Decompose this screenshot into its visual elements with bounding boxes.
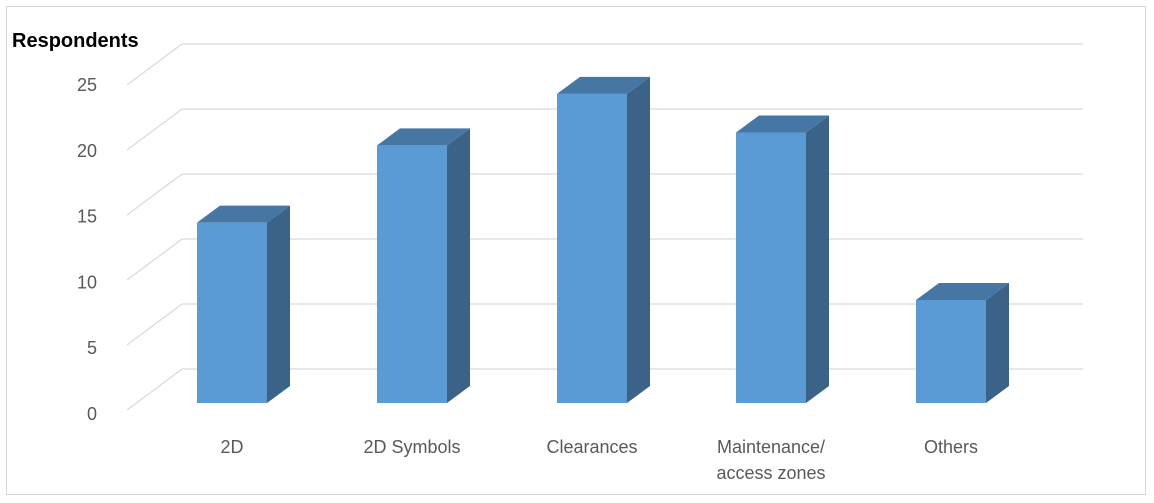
bar-front (736, 132, 806, 403)
category-label: 2D (220, 437, 243, 457)
bar-top (916, 282, 1009, 300)
bar-side (806, 115, 829, 404)
category-label-line: Clearances (546, 437, 637, 457)
bar-side (447, 128, 470, 403)
gridline-side (126, 303, 183, 346)
y-tick-label: 15 (77, 207, 97, 227)
bar-top (736, 115, 829, 133)
category-label-line: Others (924, 437, 978, 457)
bar-front (557, 93, 627, 403)
labels: 0 5 10 15 20 25 2D 2D Symbols Clearances Maintena… (77, 75, 978, 483)
y-tick-label: 25 (77, 75, 97, 95)
gridline-side (126, 368, 183, 411)
category-label-line: 2D Symbols (363, 437, 460, 457)
bar-top (557, 76, 650, 94)
gridline-side (126, 238, 183, 281)
bar-front (916, 299, 986, 403)
y-tick-label: 0 (87, 404, 97, 424)
bar-side (267, 205, 290, 403)
bar-top (377, 128, 470, 146)
bars (197, 76, 1009, 404)
category-label-line: Maintenance/ (717, 437, 825, 457)
y-tick-label: 20 (77, 141, 97, 161)
category-label: 2D Symbols (363, 437, 460, 457)
category-label: Maintenance/access zones (716, 437, 825, 483)
bar-front (377, 145, 447, 403)
category-label-line: 2D (220, 437, 243, 457)
bar-front (197, 222, 267, 403)
gridline-side (126, 173, 183, 216)
category-label-line: access zones (716, 463, 825, 483)
category-label: Others (924, 437, 978, 457)
bar-top (197, 205, 290, 223)
bar-side (986, 282, 1009, 403)
gridline-side (126, 108, 183, 151)
gridline-side (126, 43, 183, 86)
bar-side (627, 76, 650, 403)
category-label: Clearances (546, 437, 637, 457)
y-tick-label: 5 (87, 338, 97, 358)
y-tick-label: 10 (77, 272, 97, 292)
y-axis-title: Respondents (12, 30, 139, 52)
